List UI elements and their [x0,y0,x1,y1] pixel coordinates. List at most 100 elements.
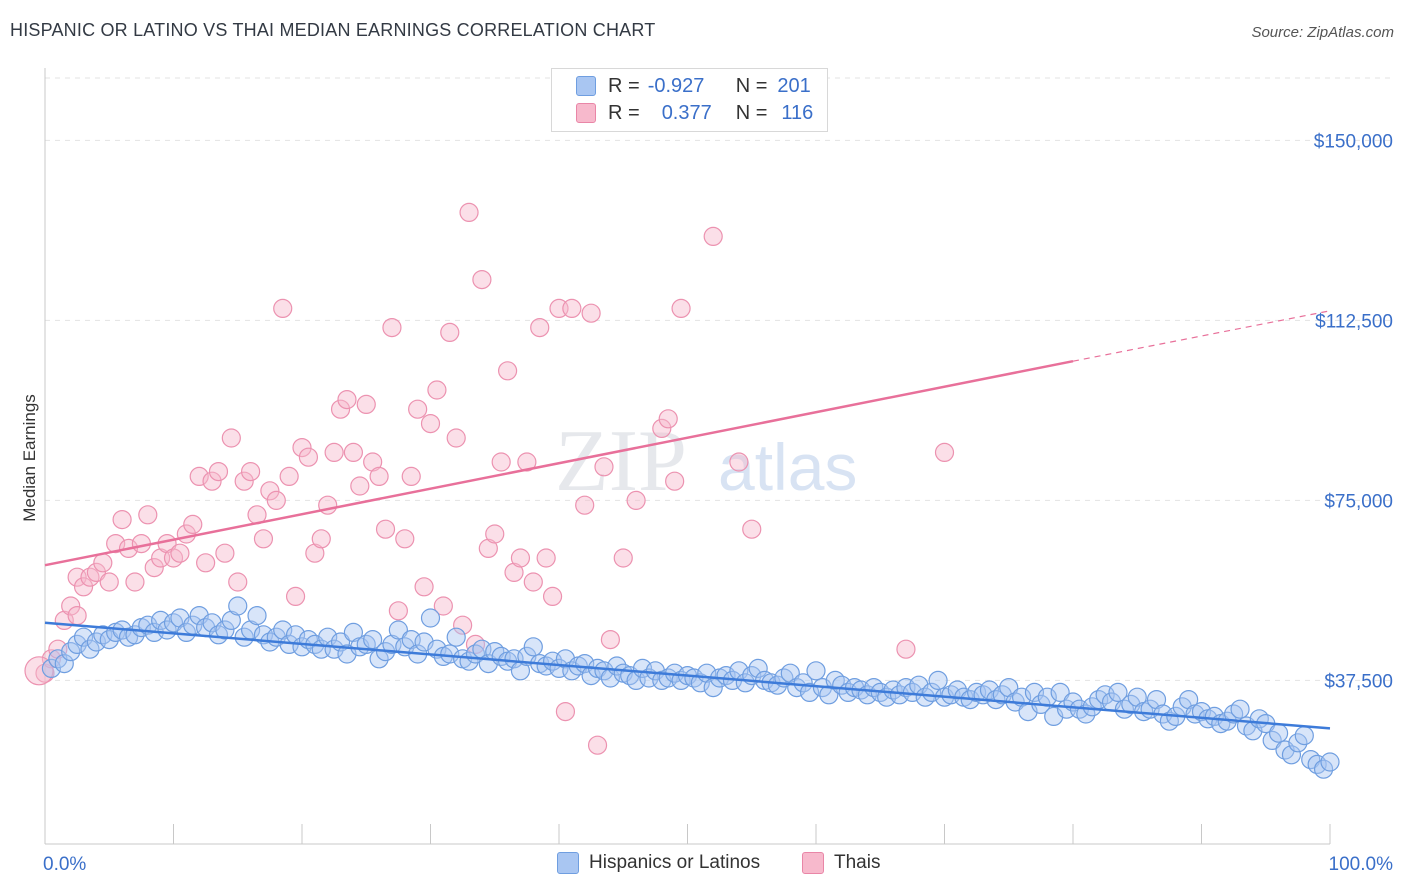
thai-point [86,562,107,583]
thai-point [581,303,601,323]
legend-swatch-hispanics [576,76,596,96]
thai-point [517,452,537,472]
thai-point [652,418,672,438]
thai-point [292,438,312,458]
hispanics-trend-line [44,621,1331,730]
y-tick-label: $150,000 [1314,131,1393,152]
y-tick-label: $112,500 [1315,311,1393,332]
thais-trend-line [44,359,1074,567]
thai-point [703,226,723,246]
thai-point [61,596,81,616]
y-tick-label: $37,500 [1324,671,1393,692]
thai-point [491,452,511,472]
thai-point [587,735,608,755]
thai-point [504,562,524,583]
hispanic-point [1082,697,1102,717]
hispanic-point [1050,682,1070,703]
thai-point [67,605,87,626]
hispanic-point [748,658,768,679]
thai-point [189,466,209,486]
thai-point [523,572,543,592]
hispanic-point [247,605,267,626]
thai-point [208,462,229,482]
thai-point [478,538,498,559]
hispanic-point [420,608,441,628]
thai-point [408,399,428,419]
hispanic-point [1268,723,1289,743]
hispanic-point [690,673,710,693]
thai-point [202,471,222,491]
hispanic-point [1230,699,1250,719]
legend-swatch-thais [576,103,596,123]
thai-point [311,529,331,549]
source-label: Source: ZipAtlas.com [1251,24,1394,41]
thai-point [221,428,241,448]
hispanic-point [388,620,408,640]
hispanic-point [99,629,119,650]
hispanic-point [793,673,813,693]
bottom-legend-thais: Thais [802,852,880,874]
thai-point [401,466,421,486]
thai-point [485,524,505,544]
thai-point [24,656,54,686]
hispanic-point [1288,733,1308,753]
thai-point [234,471,254,491]
legend-n-value: 201 [777,74,811,97]
thai-point [73,577,94,597]
thai-point [600,629,621,650]
thai-point [228,572,248,592]
hispanic-point [1127,687,1147,707]
legend-n-label: N = [735,101,768,124]
thai-point [594,457,614,477]
thai-point [215,543,235,563]
hispanic-point [928,670,948,691]
hispanic-point [1204,706,1224,727]
thai-point [369,466,389,486]
thai-point [446,428,466,448]
thai-point [106,533,126,554]
hispanic-point [1191,701,1212,722]
hispanic-point [61,641,81,662]
hispanic-point [594,661,614,681]
hispanic-point [446,627,466,647]
thais-trend-extension [1072,310,1331,362]
thai-point [729,452,749,472]
watermark: ZIP atlas [555,413,857,510]
watermark-atlas: atlas [718,430,857,504]
bottom-legend-label: Thais [834,852,881,873]
legend-r-label: R = [608,101,640,124]
thai-point [536,548,556,568]
thai-point [330,399,351,419]
hispanic-point [80,639,100,659]
thai-point [266,490,286,510]
legend-row-hispanics: R = -0.927 N = 201 [576,73,811,99]
thai-point [241,462,261,482]
hispanic-point [780,663,800,683]
thai-point [472,270,492,290]
hispanic-point [523,637,543,657]
thai-point [934,442,955,462]
hispanic-point [806,661,826,681]
hispanic-point [273,620,293,640]
hispanic-point [1320,752,1340,772]
thai-point [273,298,293,318]
thai-point [530,318,550,338]
thais-points [24,202,955,755]
legend-r-value: -0.927 [647,74,705,97]
legend-n-value: 116 [781,101,814,124]
thai-point [305,543,325,563]
y-axis-label: Median Earnings [20,394,39,522]
thai-point [613,548,633,568]
thai-point [658,409,678,429]
thai-point [671,298,691,318]
hispanic-point [799,682,820,703]
thai-point [382,318,402,338]
thai-point [125,572,145,592]
hispanic-point [41,658,62,679]
watermark-zip: ZIP [555,413,687,510]
y-tick-labels: $37,500 $75,000 $112,500 $150,000 [1314,131,1393,692]
thai-point [298,447,319,467]
thai-point [93,553,113,573]
hispanic-point [157,620,177,640]
